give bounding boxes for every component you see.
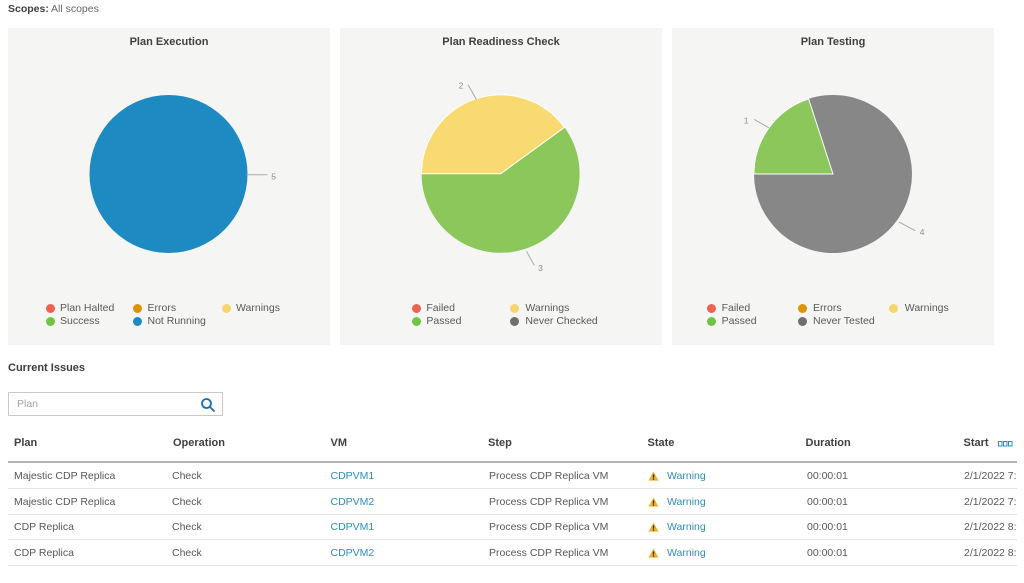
svg-text:5: 5 bbox=[271, 172, 276, 182]
svg-text:2: 2 bbox=[459, 81, 464, 91]
svg-text:4: 4 bbox=[920, 227, 925, 237]
svg-text:1: 1 bbox=[744, 116, 749, 126]
svg-text:3: 3 bbox=[538, 263, 543, 273]
